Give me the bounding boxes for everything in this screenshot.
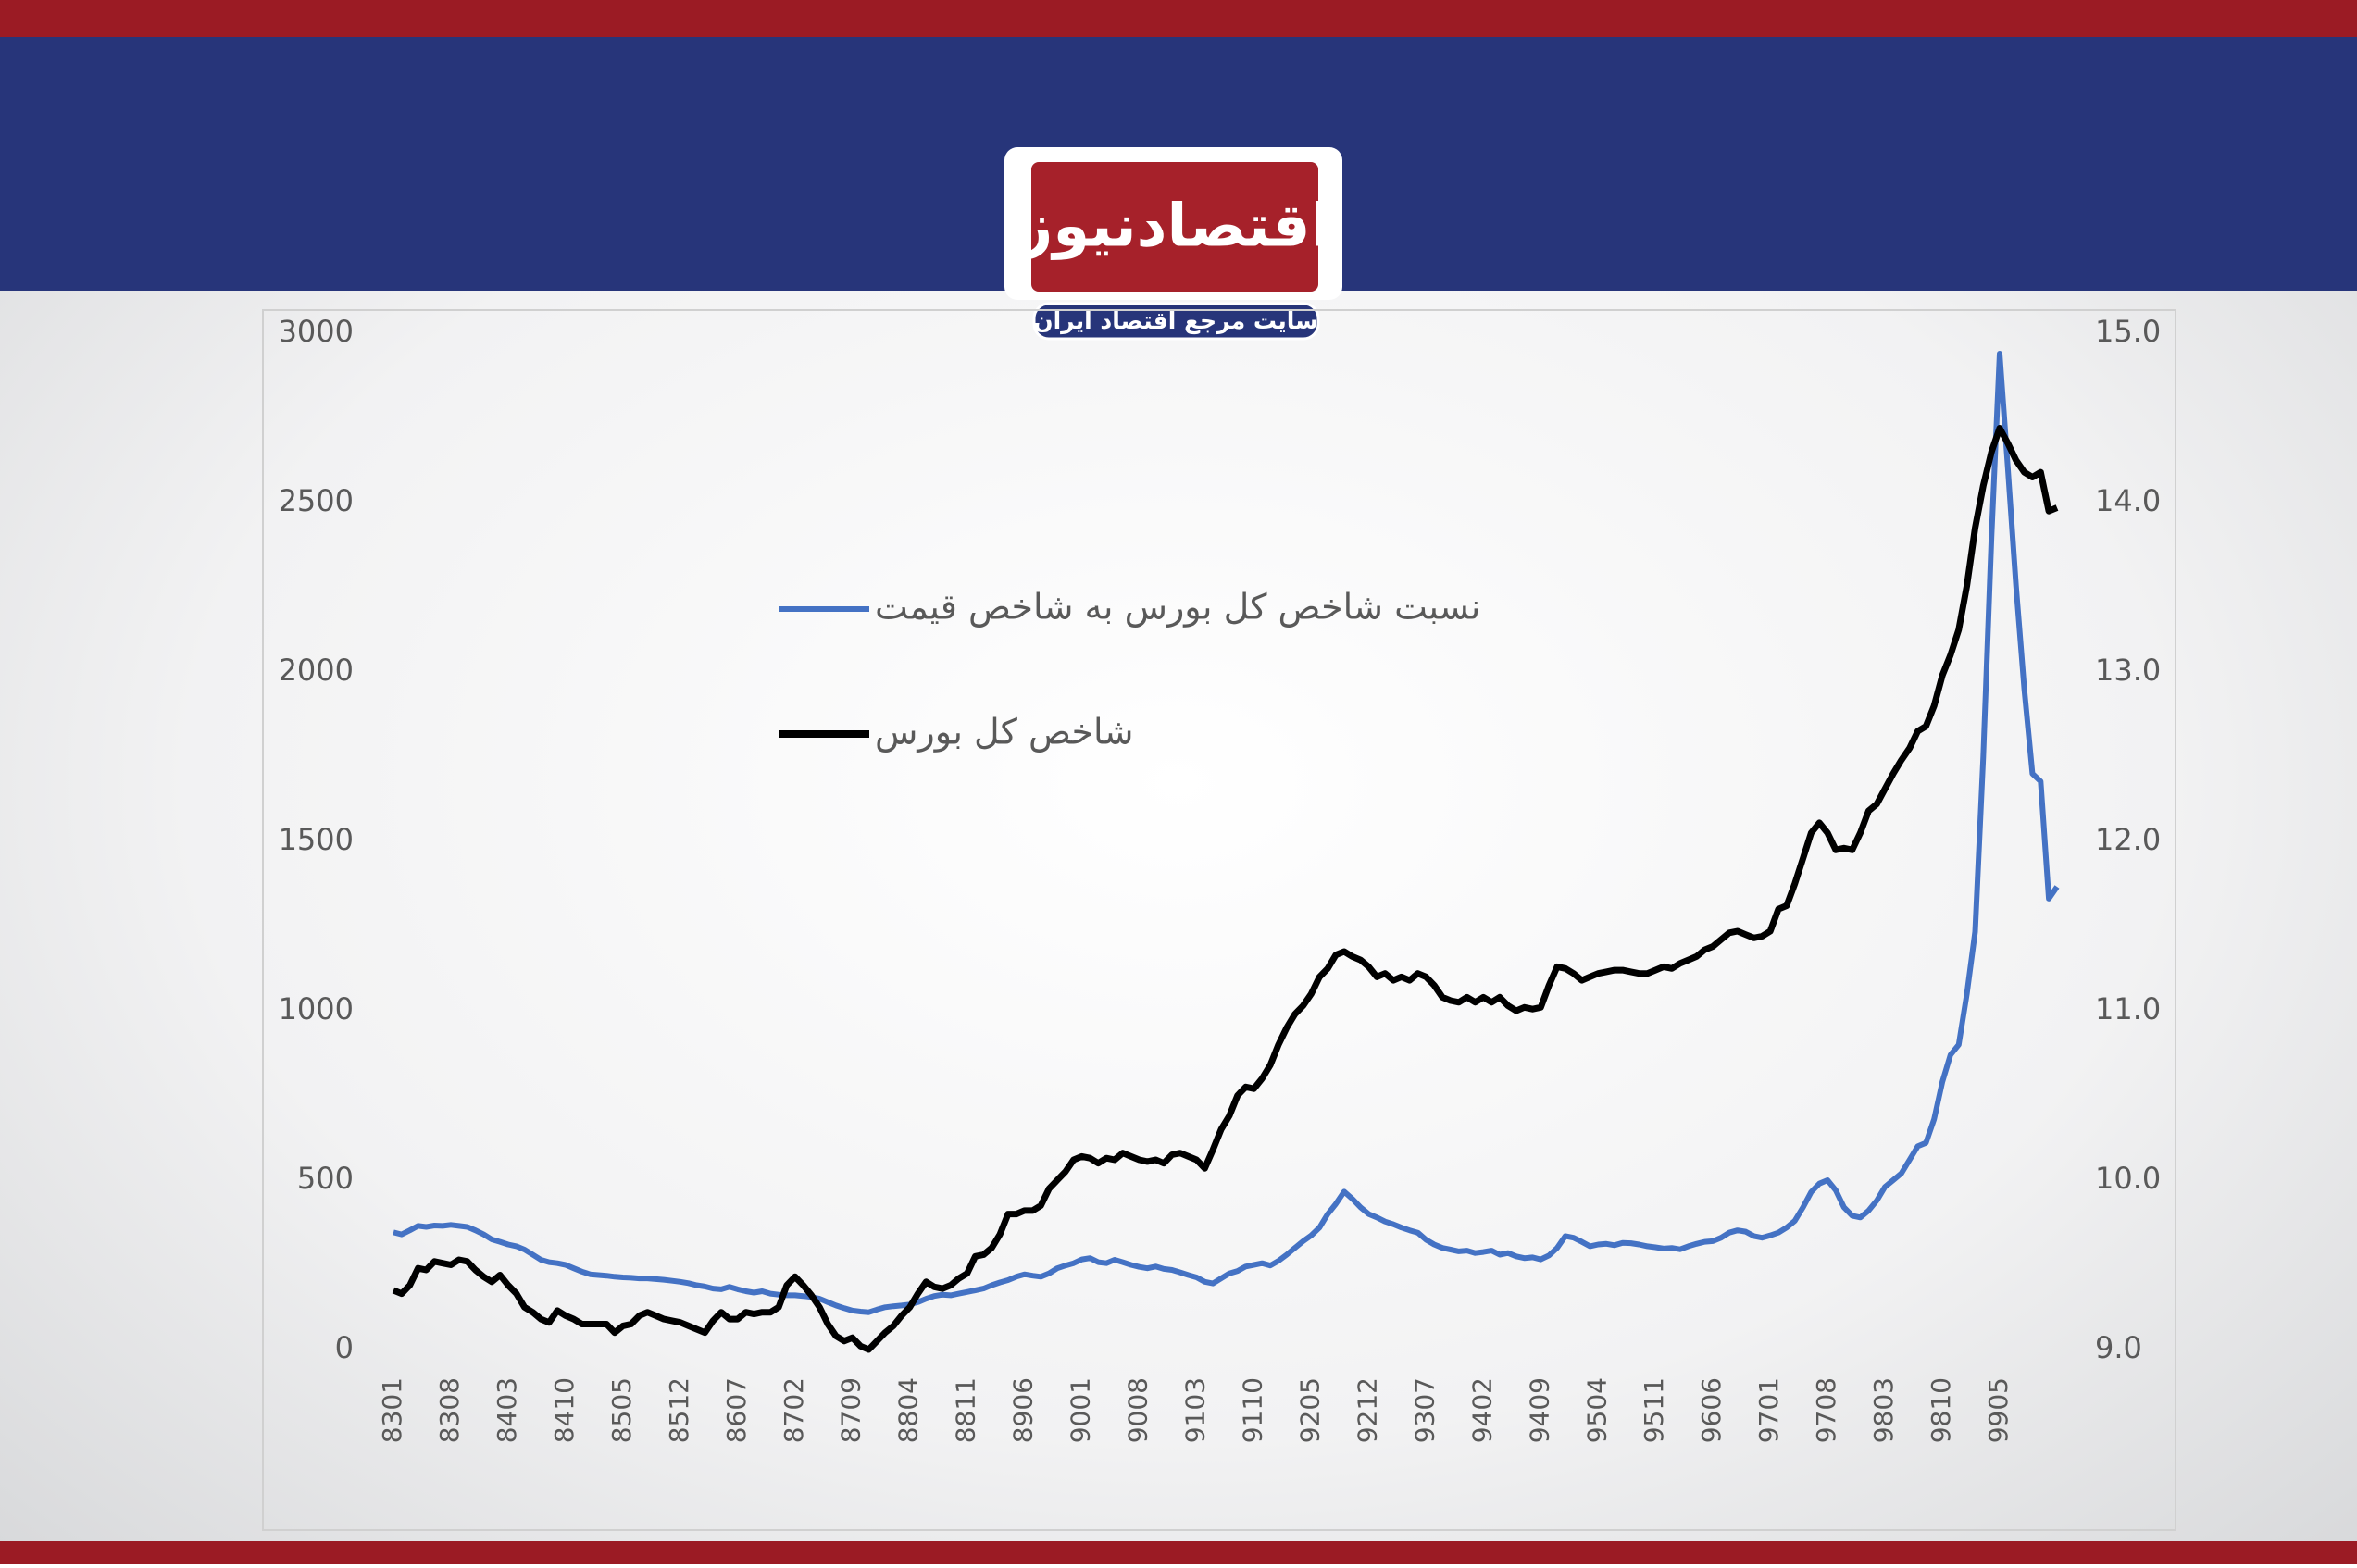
x-tick-label: 8709 xyxy=(836,1377,867,1443)
logo-text: اقتصادنیوز xyxy=(1016,193,1330,261)
plot: 0 500 1000 1500 2000 2500 3000 9.0 10.0 11.0 12.0 1… xyxy=(279,314,2162,1443)
x-tick-label: 9701 xyxy=(1753,1377,1784,1443)
x-tick-label: 9708 xyxy=(1811,1377,1841,1443)
x-tick-label: 9511 xyxy=(1639,1377,1669,1443)
y-tick-label: 3000 xyxy=(279,314,354,349)
x-tick-label: 9212 xyxy=(1352,1377,1382,1443)
x-tick-label: 9905 xyxy=(1983,1377,2014,1443)
chart-frame xyxy=(262,309,2176,1531)
x-tick-label: 9110 xyxy=(1237,1377,1267,1443)
y2-tick-label: 9.0 xyxy=(2095,1330,2142,1365)
y-tick-label: 2000 xyxy=(279,653,354,688)
legend-label: شاخص کل بورس xyxy=(875,712,1133,753)
tagline: سایت مرجع اقتصاد ایران xyxy=(1033,307,1317,335)
x-tick-label: 8308 xyxy=(434,1377,465,1443)
y2-tick-label: 11.0 xyxy=(2095,991,2161,1027)
x-tick-label: 9008 xyxy=(1123,1377,1154,1443)
x-tick-label: 9205 xyxy=(1294,1377,1325,1443)
x-tick-label: 9504 xyxy=(1581,1377,1612,1443)
y2-tick-label: 12.0 xyxy=(2095,822,2161,857)
legend-label: نسبت شاخص کل بورس به شاخص قیمت xyxy=(875,587,1480,628)
y2-tick-label: 15.0 xyxy=(2095,314,2161,349)
top-bar xyxy=(0,0,2357,37)
y-tick-label: 0 xyxy=(335,1330,354,1365)
series-line xyxy=(392,425,2059,1353)
x-tick-label: 8702 xyxy=(779,1377,809,1443)
y2-tick-label: 10.0 xyxy=(2095,1161,2161,1196)
series-line xyxy=(393,351,2060,1315)
x-tick-label: 9409 xyxy=(1524,1377,1554,1443)
x-tick-label: 8607 xyxy=(721,1377,752,1443)
x-tick-label: 8512 xyxy=(664,1377,694,1443)
y-tick-label: 500 xyxy=(297,1161,354,1196)
y2-tick-label: 14.0 xyxy=(2095,483,2161,518)
y-tick-label: 2500 xyxy=(279,483,354,518)
tagline-pill xyxy=(1032,302,1320,341)
y-tick-label: 1000 xyxy=(279,991,354,1027)
x-tick-label: 8410 xyxy=(549,1377,580,1443)
x-tick-label: 8804 xyxy=(893,1377,924,1443)
x-tick-label: 9001 xyxy=(1066,1377,1096,1443)
logo-inner xyxy=(1031,162,1318,292)
y-tick-label: 1500 xyxy=(279,822,354,857)
bottom-bar xyxy=(0,1541,2357,1564)
x-tick-label: 8403 xyxy=(492,1377,522,1443)
x-tick-label: 8505 xyxy=(606,1377,637,1443)
x-tick-label: 8906 xyxy=(1008,1377,1039,1443)
x-tick-label: 9803 xyxy=(1868,1377,1899,1443)
x-tick-label: 8301 xyxy=(377,1377,407,1443)
x-tick-label: 8811 xyxy=(951,1377,981,1443)
x-tick-label: 9402 xyxy=(1466,1377,1497,1443)
x-tick-label: 9103 xyxy=(1180,1377,1211,1443)
y2-tick-label: 13.0 xyxy=(2095,653,2161,688)
x-tick-label: 9810 xyxy=(1926,1377,1956,1443)
x-tick-label: 9606 xyxy=(1696,1377,1727,1443)
x-tick-label: 9307 xyxy=(1409,1377,1440,1443)
